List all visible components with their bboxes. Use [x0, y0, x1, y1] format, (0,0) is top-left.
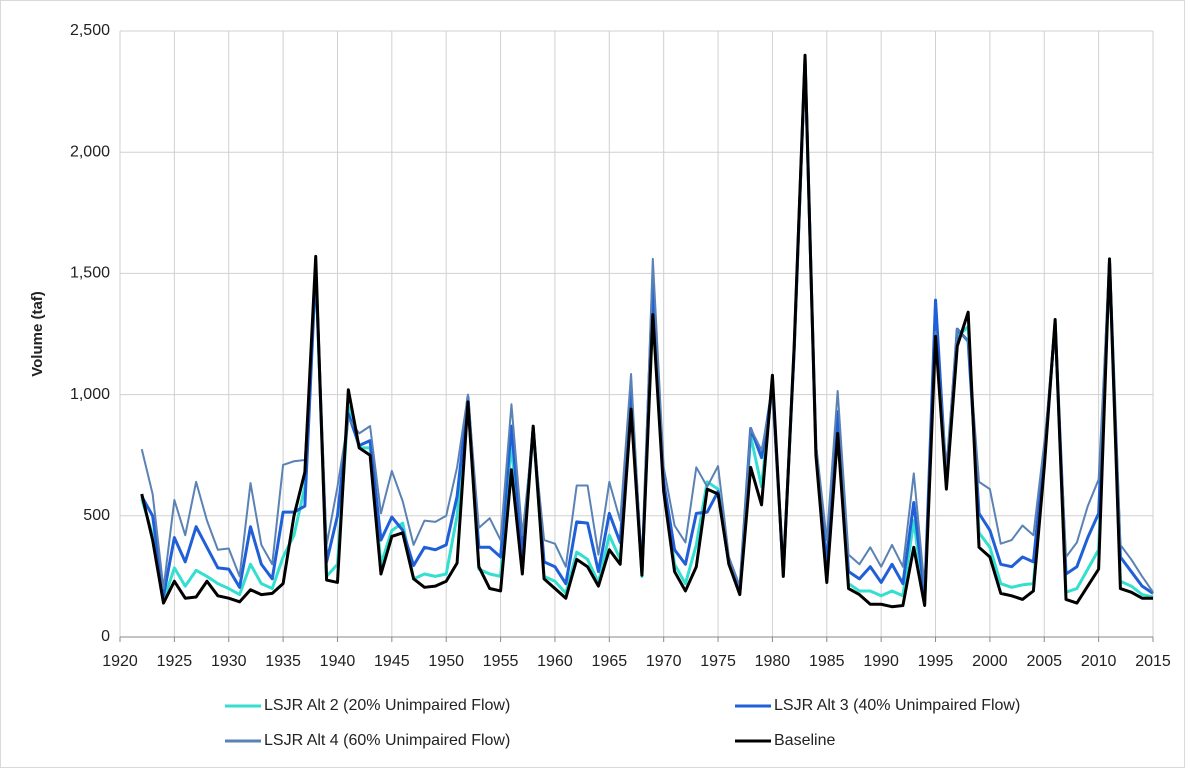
y-tick-label: 2,500 — [70, 22, 110, 39]
legend-label: LSJR Alt 2 (20% Unimpaired Flow) — [264, 697, 510, 714]
x-tick-label: 1995 — [918, 653, 954, 670]
x-tick-label: 2010 — [1081, 653, 1117, 670]
x-tick-label: 1940 — [320, 653, 356, 670]
y-tick-label: 0 — [101, 628, 110, 645]
x-tick-label: 1925 — [157, 653, 193, 670]
x-tick-label: 2000 — [972, 653, 1008, 670]
series-line — [140, 53, 1153, 609]
x-tick-label: 1965 — [592, 653, 628, 670]
x-tick-label: 1955 — [483, 653, 519, 670]
legend-label: LSJR Alt 4 (60% Unimpaired Flow) — [264, 732, 510, 749]
x-tick-label: 1960 — [537, 653, 573, 670]
x-tick-label: 1930 — [211, 653, 247, 670]
x-tick-label: 1975 — [700, 653, 736, 670]
x-tick-label: 1920 — [102, 653, 138, 670]
y-tick-label: 1,500 — [70, 265, 110, 282]
y-tick-label: 1,000 — [70, 386, 110, 403]
x-tick-label: 2005 — [1026, 653, 1062, 670]
x-tick-label: 1970 — [646, 653, 682, 670]
x-tick-label: 2015 — [1135, 653, 1171, 670]
x-tick-label: 1990 — [863, 653, 899, 670]
legend-label: LSJR Alt 3 (40% Unimpaired Flow) — [774, 697, 1020, 714]
y-tick-label: 500 — [83, 507, 110, 524]
x-tick-label: 1980 — [755, 653, 791, 670]
x-tick-label: 1935 — [265, 653, 301, 670]
y-axis-label: Volume (taf) — [29, 291, 46, 377]
x-tick-label: 1950 — [428, 653, 464, 670]
x-tick-label: 1985 — [809, 653, 845, 670]
x-tick-label: 1945 — [374, 653, 410, 670]
legend-label: Baseline — [774, 732, 835, 749]
y-tick-label: 2,000 — [70, 143, 110, 160]
